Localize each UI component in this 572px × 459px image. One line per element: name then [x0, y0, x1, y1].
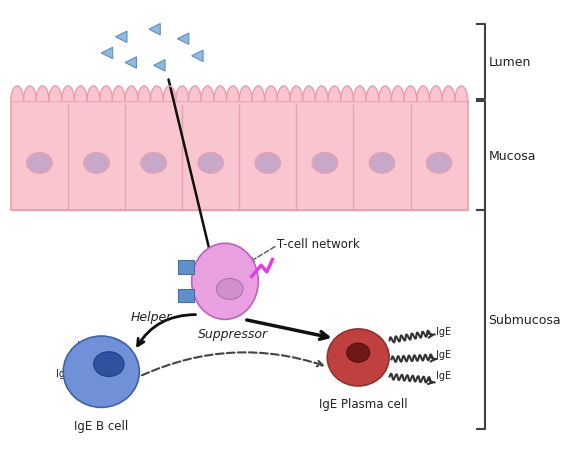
- FancyBboxPatch shape: [11, 101, 467, 211]
- Ellipse shape: [27, 153, 52, 174]
- Ellipse shape: [192, 244, 259, 319]
- Ellipse shape: [312, 153, 337, 174]
- Polygon shape: [417, 87, 430, 101]
- Text: Mucosa: Mucosa: [488, 150, 536, 162]
- Polygon shape: [315, 87, 328, 101]
- Text: Suppressor: Suppressor: [197, 327, 268, 340]
- FancyBboxPatch shape: [178, 289, 193, 302]
- Ellipse shape: [63, 336, 140, 408]
- Text: Submucosa: Submucosa: [488, 313, 561, 326]
- Polygon shape: [125, 87, 138, 101]
- Polygon shape: [176, 87, 189, 101]
- Polygon shape: [442, 87, 455, 101]
- Text: T-cell network: T-cell network: [277, 237, 360, 250]
- Polygon shape: [353, 87, 366, 101]
- Polygon shape: [391, 87, 404, 101]
- Ellipse shape: [141, 153, 166, 174]
- Polygon shape: [36, 87, 49, 101]
- Ellipse shape: [216, 279, 243, 300]
- Polygon shape: [455, 87, 467, 101]
- Polygon shape: [149, 24, 160, 36]
- Ellipse shape: [347, 343, 370, 363]
- Polygon shape: [150, 87, 163, 101]
- Polygon shape: [177, 34, 189, 45]
- FancyBboxPatch shape: [178, 261, 193, 274]
- Polygon shape: [201, 87, 214, 101]
- Polygon shape: [87, 87, 100, 101]
- Polygon shape: [277, 87, 290, 101]
- Text: IgE: IgE: [114, 354, 130, 364]
- Ellipse shape: [369, 153, 395, 174]
- Polygon shape: [239, 87, 252, 101]
- Text: IgE B cell: IgE B cell: [74, 420, 129, 432]
- Polygon shape: [252, 87, 265, 101]
- Polygon shape: [74, 87, 87, 101]
- Polygon shape: [328, 87, 341, 101]
- Text: IgE: IgE: [77, 340, 92, 350]
- Polygon shape: [341, 87, 353, 101]
- Polygon shape: [62, 87, 74, 101]
- Polygon shape: [49, 87, 62, 101]
- Polygon shape: [192, 51, 203, 62]
- Text: IgE: IgE: [436, 326, 451, 336]
- Text: IgE: IgE: [436, 370, 451, 381]
- Polygon shape: [138, 87, 150, 101]
- Polygon shape: [303, 87, 315, 101]
- Polygon shape: [154, 61, 165, 72]
- Polygon shape: [379, 87, 391, 101]
- Ellipse shape: [426, 153, 452, 174]
- Ellipse shape: [84, 153, 109, 174]
- Polygon shape: [265, 87, 277, 101]
- Polygon shape: [100, 87, 112, 101]
- Polygon shape: [112, 87, 125, 101]
- Ellipse shape: [327, 329, 389, 386]
- Polygon shape: [290, 87, 303, 101]
- Text: Lumen: Lumen: [488, 56, 531, 69]
- Polygon shape: [163, 87, 176, 101]
- Text: Helper: Helper: [131, 310, 172, 323]
- Polygon shape: [404, 87, 417, 101]
- Polygon shape: [227, 87, 239, 101]
- Polygon shape: [101, 48, 113, 60]
- Ellipse shape: [198, 153, 224, 174]
- Polygon shape: [430, 87, 442, 101]
- Ellipse shape: [255, 153, 281, 174]
- Text: IgE: IgE: [436, 350, 451, 360]
- Text: IgE: IgE: [55, 369, 71, 379]
- Polygon shape: [11, 87, 23, 101]
- Ellipse shape: [94, 352, 124, 377]
- Polygon shape: [125, 58, 137, 69]
- Text: IgE Plasma cell: IgE Plasma cell: [319, 397, 407, 410]
- Polygon shape: [23, 87, 36, 101]
- Polygon shape: [366, 87, 379, 101]
- Polygon shape: [116, 32, 127, 44]
- Polygon shape: [189, 87, 201, 101]
- Polygon shape: [214, 87, 227, 101]
